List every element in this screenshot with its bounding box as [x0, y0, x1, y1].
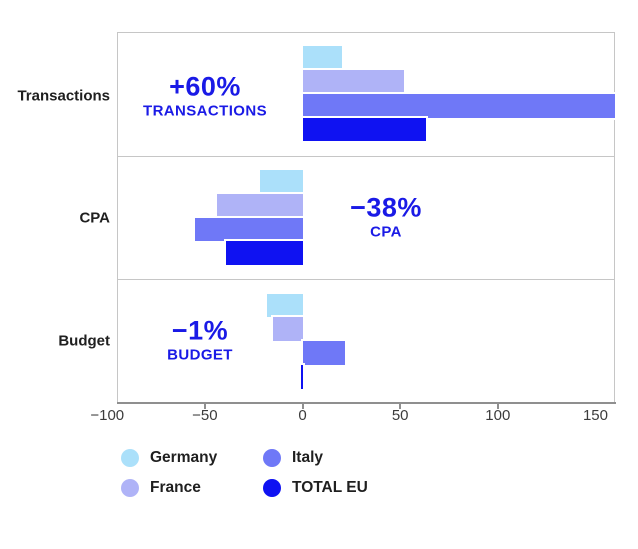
- bar-total-eu-budget: [298, 362, 305, 391]
- legend-label: Germany: [150, 449, 218, 466]
- bar-france-cpa: [214, 191, 305, 220]
- bar-italy-budget: [300, 339, 348, 367]
- annotation-budget-value: −1%: [171, 315, 229, 346]
- x-axis-tick-label: 0: [298, 407, 307, 424]
- legend-item-france: France: [121, 479, 201, 497]
- category-label-transactions: Transactions: [17, 87, 110, 105]
- x-axis-tick-label: −50: [192, 407, 218, 424]
- bar-germany-cpa: [257, 167, 305, 196]
- bar-total-eu-transactions: [300, 115, 428, 144]
- bar-italy-cpa: [193, 215, 305, 244]
- x-axis-tick-mark: [301, 404, 304, 409]
- legend-item-total-eu: TOTAL EU: [263, 479, 368, 497]
- x-axis-tick-label: −100: [90, 407, 125, 424]
- annotation-budget: −1% BUDGET: [167, 315, 233, 364]
- annotation-cpa: −38% CPA: [350, 192, 422, 241]
- plot-area: [117, 32, 615, 403]
- category-label-budget: Budget: [58, 332, 110, 350]
- annotation-cpa-label: CPA: [370, 223, 402, 241]
- annotation-cpa-value: −38%: [350, 192, 422, 223]
- annotation-transactions: +60% TRANSACTIONS: [143, 71, 267, 120]
- bar-france-transactions: [300, 68, 407, 96]
- panel-divider: [117, 279, 615, 280]
- x-axis-line: [117, 402, 616, 404]
- legend-dot-germany: [121, 449, 139, 467]
- legend-label: Italy: [292, 449, 324, 466]
- x-axis-tick-label: 100: [485, 407, 511, 424]
- panel-divider: [117, 156, 615, 157]
- legend-item-italy: Italy: [263, 449, 323, 467]
- bar-france-budget: [271, 315, 305, 344]
- category-label-cpa: CPA: [79, 209, 110, 227]
- bar-italy-transactions: [300, 91, 617, 120]
- annotation-budget-label: BUDGET: [167, 346, 233, 364]
- x-axis-tick-label: 50: [391, 407, 409, 424]
- bar-total-eu-cpa: [224, 239, 305, 268]
- legend-label: TOTAL EU: [292, 479, 368, 496]
- x-axis-tick-mark: [496, 404, 499, 409]
- x-axis-tick-label: 150: [582, 407, 608, 424]
- legend-label: France: [150, 479, 201, 496]
- legend-dot-france: [121, 479, 139, 497]
- bar-germany-transactions: [300, 44, 344, 72]
- x-axis-tick-mark: [203, 404, 206, 409]
- bar-germany-budget: [265, 291, 305, 320]
- annotation-transactions-value: +60%: [169, 71, 241, 102]
- annotation-transactions-label: TRANSACTIONS: [143, 102, 267, 120]
- legend-dot-italy: [263, 449, 281, 467]
- legend-dot-total-eu: [263, 479, 281, 497]
- legend-item-germany: Germany: [121, 449, 217, 467]
- x-axis-tick-mark: [399, 404, 402, 409]
